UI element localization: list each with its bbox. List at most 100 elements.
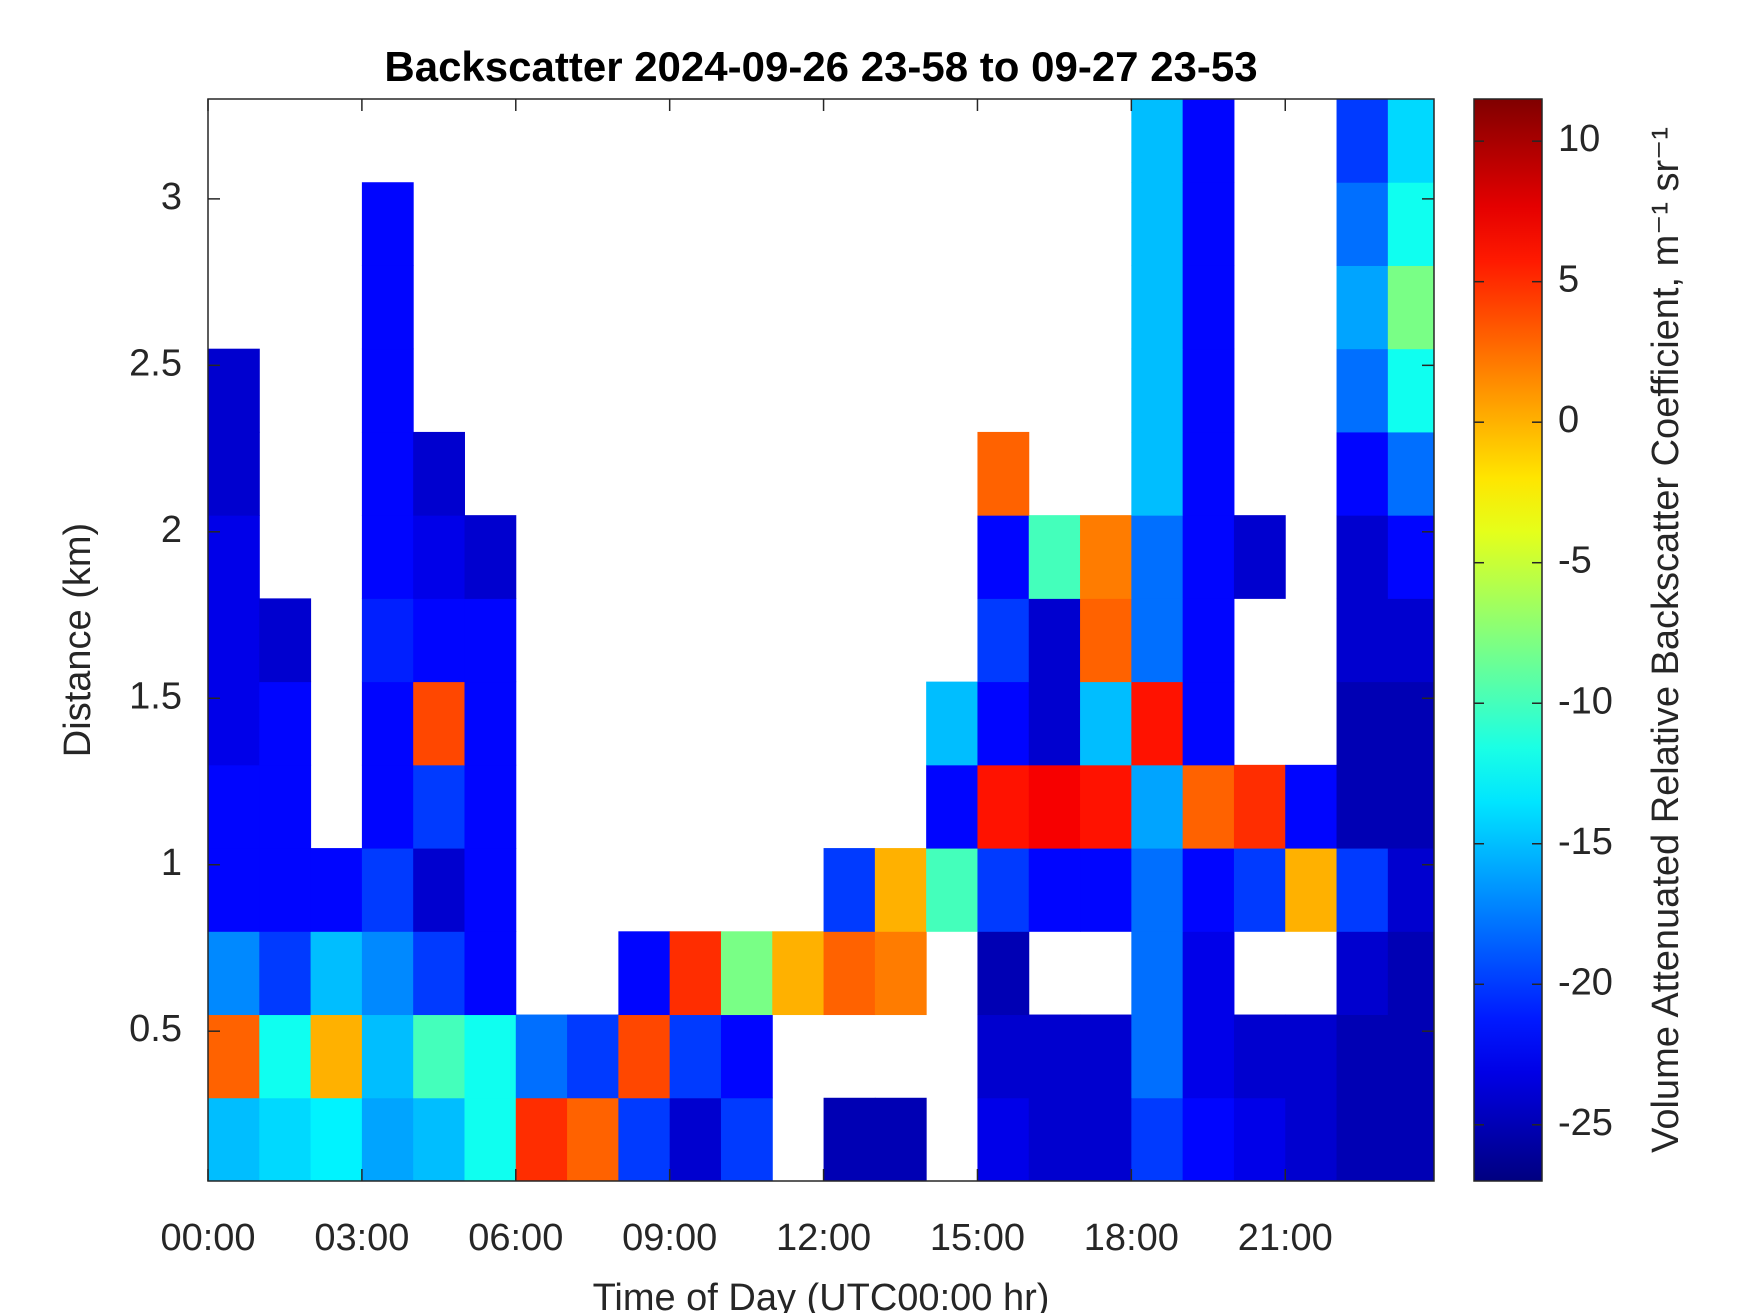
heatmap-cell	[720, 1097, 773, 1182]
y-tick-label: 0.5	[129, 1008, 182, 1050]
heatmap-cell	[1028, 764, 1081, 849]
heatmap-cell	[310, 931, 363, 1016]
heatmap-cell	[926, 848, 978, 932]
heatmap-cell	[208, 764, 260, 849]
heatmap-cell	[1336, 515, 1389, 599]
heatmap-cell	[1233, 515, 1286, 599]
heatmap-cell	[1233, 1097, 1286, 1182]
heatmap-cell	[1080, 515, 1132, 599]
heatmap-cell	[1182, 681, 1235, 766]
colorbar-tick-label: -25	[1558, 1102, 1613, 1144]
x-tick-label: 00:00	[160, 1217, 255, 1259]
heatmap-cell	[1387, 515, 1435, 599]
heatmap-cell	[618, 1097, 671, 1182]
heatmap-cell	[1028, 1014, 1081, 1099]
heatmap-cell	[1285, 764, 1338, 849]
heatmap-cell	[1131, 598, 1184, 683]
heatmap-cell	[259, 848, 312, 932]
heatmap-cell	[1080, 764, 1132, 849]
heatmap-cell	[208, 1014, 260, 1099]
heatmap-cell	[874, 848, 927, 932]
heatmap-cell	[1336, 1014, 1389, 1099]
heatmap-cell	[618, 1014, 671, 1099]
colorbar-tick-label: 0	[1558, 399, 1579, 441]
heatmap-cell	[361, 515, 414, 599]
heatmap-cell	[259, 764, 312, 849]
heatmap-cell	[1387, 99, 1435, 183]
heatmap-cell	[464, 515, 517, 599]
heatmap-cell	[413, 764, 465, 849]
heatmap-cell	[977, 515, 1030, 599]
heatmap-cell	[1131, 431, 1184, 516]
y-tick-label: 1	[161, 842, 182, 884]
heatmap-cell	[361, 182, 414, 266]
heatmap-cell	[464, 1014, 517, 1099]
heatmap-cell	[1131, 99, 1184, 183]
heatmap-cell	[823, 931, 876, 1016]
heatmap-cell	[1336, 99, 1389, 183]
heatmap-cell	[1028, 515, 1081, 599]
heatmap-cell	[259, 931, 312, 1016]
heatmap-cell	[1387, 931, 1435, 1016]
heatmap-cell	[208, 348, 260, 433]
heatmap-cell	[567, 1014, 619, 1099]
heatmap-cell	[1080, 598, 1132, 683]
chart-title: Backscatter 2024-09-26 23-58 to 09-27 23…	[384, 43, 1257, 90]
x-tick-label: 09:00	[622, 1217, 717, 1259]
heatmap-cell	[413, 1097, 465, 1182]
heatmap-cell	[1131, 931, 1184, 1016]
heatmap-cell	[361, 1014, 414, 1099]
heatmap-cell	[669, 1097, 722, 1182]
heatmap-cell	[464, 1097, 517, 1182]
heatmap-cell	[208, 848, 260, 932]
heatmap-cell	[1028, 598, 1081, 683]
heatmap-cell	[361, 431, 414, 516]
x-tick-label: 21:00	[1238, 1217, 1333, 1259]
heatmap-cell	[208, 598, 260, 683]
heatmap-cell	[1285, 1014, 1338, 1099]
heatmap-cell	[1387, 848, 1435, 932]
heatmap-cell	[1028, 1097, 1081, 1182]
heatmap-cell	[1080, 1014, 1132, 1099]
heatmap-cell	[1182, 848, 1235, 932]
heatmap-cell	[464, 681, 517, 766]
heatmap-cell	[1131, 515, 1184, 599]
colorbar-tick-label: -20	[1558, 961, 1613, 1003]
heatmap-cell	[1387, 681, 1435, 766]
heatmap-cell	[361, 848, 414, 932]
heatmap-cell	[361, 764, 414, 849]
heatmap-cell	[1182, 764, 1235, 849]
heatmap-cell	[1285, 848, 1338, 932]
heatmap-cell	[926, 764, 978, 849]
colorbar-tick-label: 10	[1558, 118, 1600, 160]
heatmap-cell	[1387, 265, 1435, 350]
heatmap-cell	[977, 431, 1030, 516]
heatmap-cell	[361, 1097, 414, 1182]
heatmap-cell	[310, 848, 363, 932]
heatmap-cell	[413, 515, 465, 599]
y-tick-label: 3	[161, 176, 182, 218]
heatmap-cell	[1182, 182, 1235, 266]
heatmap-cell	[1131, 764, 1184, 849]
x-tick-label: 06:00	[468, 1217, 563, 1259]
heatmap-cell	[1336, 598, 1389, 683]
heatmap-cell	[1182, 431, 1235, 516]
heatmap-cell	[1028, 681, 1081, 766]
heatmap-cell	[874, 931, 927, 1016]
heatmap-cell	[1131, 1097, 1184, 1182]
heatmap-cell	[1080, 681, 1132, 766]
heatmap-cell	[413, 598, 465, 683]
heatmap-cell	[413, 1014, 465, 1099]
y-axis-label: Distance (km)	[57, 523, 99, 757]
heatmap-cell	[464, 848, 517, 932]
heatmap-cell	[874, 1097, 927, 1182]
colorbar-tick-label: 5	[1558, 259, 1579, 301]
heatmap-cell	[1336, 764, 1389, 849]
heatmap-cell	[413, 431, 465, 516]
heatmap-cell	[208, 931, 260, 1016]
heatmap-cell	[1336, 848, 1389, 932]
heatmap-cell	[1182, 348, 1235, 433]
heatmap-cell	[1387, 1014, 1435, 1099]
heatmap-cell	[1233, 1014, 1286, 1099]
heatmap-cell	[1336, 681, 1389, 766]
